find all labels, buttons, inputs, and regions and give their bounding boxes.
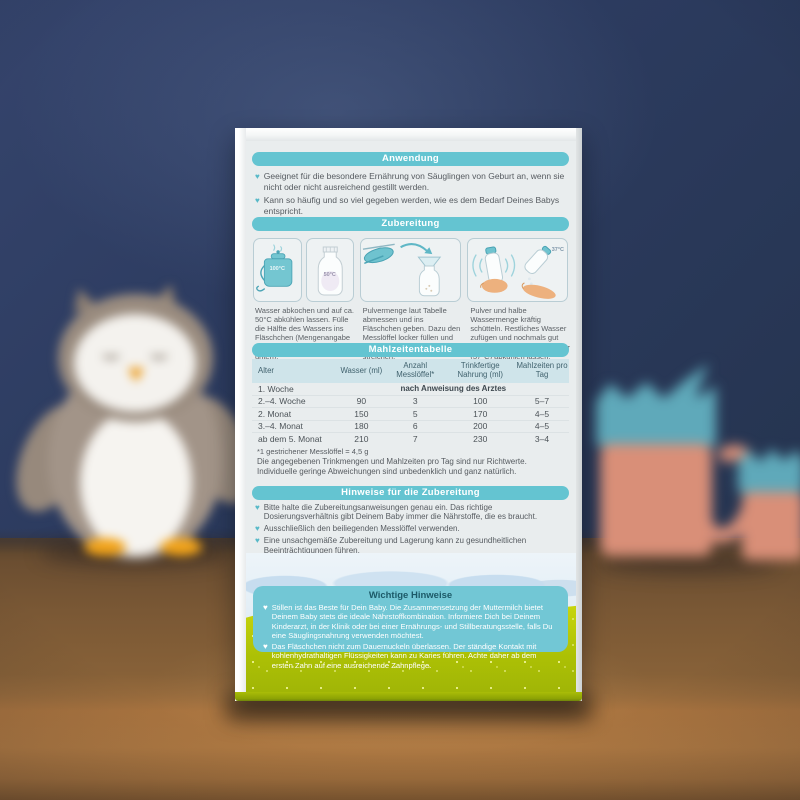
list-item: Bitte halte die Zubereitungsanweisungen … <box>255 503 568 522</box>
owl-closed-eye <box>150 350 168 359</box>
preparation-illustrations: 100°C 50°C <box>253 238 568 302</box>
list-item: Kann so häufig und so viel gegeben werde… <box>255 195 568 216</box>
kettle-temperature-label: 100°C <box>269 266 285 272</box>
box-right-edge <box>576 128 582 701</box>
heart-bullet-icon <box>255 171 260 192</box>
formula-box-back-panel: Anwendung Geeignet für die besondere Ern… <box>235 128 582 701</box>
shaking-bottle-illustration: 37°C <box>467 238 568 302</box>
section-header-anwendung: Anwendung <box>252 152 569 166</box>
box-bottom-edge <box>235 692 582 701</box>
table-row: 3.–4. Monat 180 6 200 4–5 <box>252 421 569 433</box>
heart-bullet-icon <box>263 642 268 670</box>
plush-owl-toy <box>1 281 269 566</box>
watering-can-body <box>600 444 712 556</box>
step3-illustration: 37°C <box>467 238 568 302</box>
owl-beak <box>128 368 144 382</box>
list-item: Ausschließlich den beiliegenden Messlöff… <box>255 524 568 533</box>
scoop-and-bottle-illustration <box>360 238 461 302</box>
scoop-footnote: *1 gestrichener Messlöffel = 4,5 g <box>257 447 369 456</box>
section-header-zubereitung: Zubereitung <box>252 217 569 231</box>
section-header-mahlzeitentabelle: Mahlzeitentabelle <box>252 343 569 357</box>
toys-shadow <box>598 552 778 574</box>
small-cup-body <box>742 492 800 560</box>
owl-closed-eye <box>102 350 120 359</box>
heart-bullet-icon <box>255 195 260 216</box>
heart-bullet-icon <box>263 603 268 640</box>
printed-panel: Anwendung Geeignet für die besondere Ern… <box>245 140 576 697</box>
step2-illustration <box>360 238 461 302</box>
drink-temperature-label: 37°C <box>551 247 564 253</box>
owl-face <box>74 314 196 412</box>
meal-table-header: Alter Wasser (ml) Anzahl Messlöffel* Tri… <box>252 359 569 383</box>
anwendung-bullets: Geeignet für die besondere Ernährung von… <box>255 171 568 220</box>
bottle-temperature-label: 50°C <box>323 272 336 278</box>
section-header-wichtige-hinweise: Wichtige Hinweise <box>368 590 453 601</box>
table-row: 1. Woche nach Anweisung des Arztes <box>252 383 569 396</box>
wichtige-hinweise-panel: Wichtige Hinweise Stillen ist das Beste … <box>253 586 568 670</box>
heart-bullet-icon <box>255 503 260 522</box>
table-note: Die angegebenen Trinkmengen und Mahlzeit… <box>257 457 527 476</box>
box-top-edge <box>235 128 582 141</box>
step1-illustrations: 100°C 50°C <box>253 238 354 302</box>
small-cup-top <box>738 448 800 494</box>
table-row: ab dem 5. Monat 210 7 230 3–4 <box>258 434 550 445</box>
kettle-illustration: 100°C <box>253 238 302 302</box>
list-item: Eine unsachgemäße Zubereitung und Lageru… <box>255 536 568 555</box>
list-item: Stillen ist das Beste für Dein Baby. Die… <box>263 603 558 640</box>
bottle-illustration: 50°C <box>305 238 354 302</box>
owl-foot <box>84 538 126 556</box>
list-item: Geeignet für die besondere Ernährung von… <box>255 171 568 192</box>
table-row: 2.–4. Woche 90 3 100 5–7 <box>252 396 569 408</box>
heart-bullet-icon <box>255 524 260 533</box>
toy-watering-cans <box>592 352 800 570</box>
owl-belly <box>80 410 192 555</box>
meal-table: Alter Wasser (ml) Anzahl Messlöffel* Tri… <box>252 359 569 446</box>
section-header-hinweise: Hinweise für die Zubereitung <box>252 486 569 500</box>
owl-foot <box>160 538 202 556</box>
list-item: Das Fläschchen nicht zum Dauernuckeln üb… <box>263 642 558 670</box>
box-left-edge <box>235 128 246 701</box>
table-row: 2. Monat 150 5 170 4–5 <box>252 408 569 421</box>
